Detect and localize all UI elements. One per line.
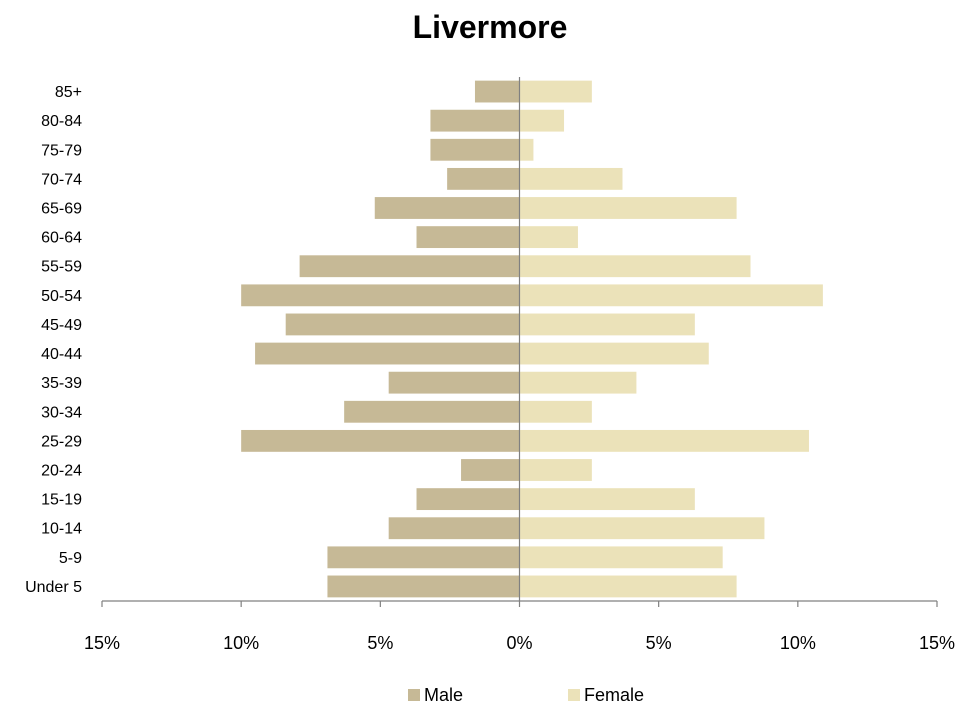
bar-female-17: [519, 575, 737, 598]
bar-male-5: [416, 226, 520, 249]
bar-female-15: [519, 517, 765, 540]
category-label: 40-44: [41, 346, 82, 363]
bar-male-7: [241, 284, 520, 307]
category-label: 85+: [55, 84, 82, 101]
category-label: 15-19: [41, 492, 82, 509]
category-label: 60-64: [41, 230, 82, 247]
category-label: 70-74: [41, 171, 82, 188]
x-tick-label: 5%: [367, 633, 393, 653]
x-tick-label: 15%: [919, 633, 955, 653]
bar-male-9: [255, 342, 520, 365]
bar-female-2: [519, 138, 534, 161]
bar-female-12: [519, 429, 809, 452]
bars-group: [241, 80, 823, 598]
x-tick-label: 10%: [780, 633, 816, 653]
bar-male-1: [430, 109, 520, 132]
legend-swatch-female: [568, 689, 580, 701]
category-label: 55-59: [41, 259, 82, 276]
category-label: 25-29: [41, 433, 82, 450]
bar-male-12: [241, 429, 520, 452]
x-axis: 15% 10% 5% 0% 5% 10% 15%: [84, 77, 955, 653]
category-label: 80-84: [41, 113, 82, 130]
bar-female-6: [519, 255, 751, 278]
chart-title: Livermore: [413, 9, 568, 45]
category-label: 30-34: [41, 404, 82, 421]
category-label: 75-79: [41, 142, 82, 159]
bar-male-4: [374, 197, 520, 219]
bar-female-1: [519, 109, 565, 132]
x-tick-label: 0%: [506, 633, 532, 653]
bar-male-6: [299, 255, 520, 278]
category-label: 50-54: [41, 288, 82, 305]
category-label: 10-14: [41, 521, 82, 538]
bar-male-3: [447, 167, 520, 190]
bar-female-4: [519, 197, 737, 219]
bar-male-16: [327, 546, 520, 569]
category-label: 5-9: [59, 550, 82, 567]
bar-female-3: [519, 167, 623, 190]
bar-male-11: [344, 400, 520, 423]
bar-female-10: [519, 371, 637, 394]
x-tick-label: 15%: [84, 633, 120, 653]
category-labels: 85+ 80-84 75-79 70-74 65-69 60-64 55-59 50-54 45…: [25, 84, 82, 596]
legend-label-male: Male: [424, 685, 463, 705]
bar-female-16: [519, 546, 723, 569]
category-label: Under 5: [25, 579, 82, 596]
bar-female-14: [519, 488, 695, 511]
bar-female-5: [519, 226, 578, 249]
bar-female-8: [519, 313, 695, 336]
bar-female-9: [519, 342, 709, 365]
category-label: 45-49: [41, 317, 82, 334]
bar-male-14: [416, 488, 520, 511]
bar-male-13: [461, 459, 520, 481]
category-label: 35-39: [41, 375, 82, 392]
bar-female-13: [519, 459, 592, 481]
bar-female-0: [519, 80, 592, 103]
bar-male-10: [388, 371, 520, 394]
x-tick-label: 5%: [646, 633, 672, 653]
bar-male-0: [474, 80, 520, 103]
category-label: 20-24: [41, 463, 82, 480]
legend-swatch-male: [408, 689, 420, 701]
legend: Male Female: [408, 685, 644, 705]
bar-male-8: [285, 313, 520, 336]
bar-female-7: [519, 284, 823, 307]
bar-male-17: [327, 575, 520, 598]
bar-male-15: [388, 517, 520, 540]
x-tick-label: 10%: [223, 633, 259, 653]
bar-male-2: [430, 138, 520, 161]
bar-female-11: [519, 400, 592, 423]
legend-label-female: Female: [584, 685, 644, 705]
category-label: 65-69: [41, 201, 82, 218]
